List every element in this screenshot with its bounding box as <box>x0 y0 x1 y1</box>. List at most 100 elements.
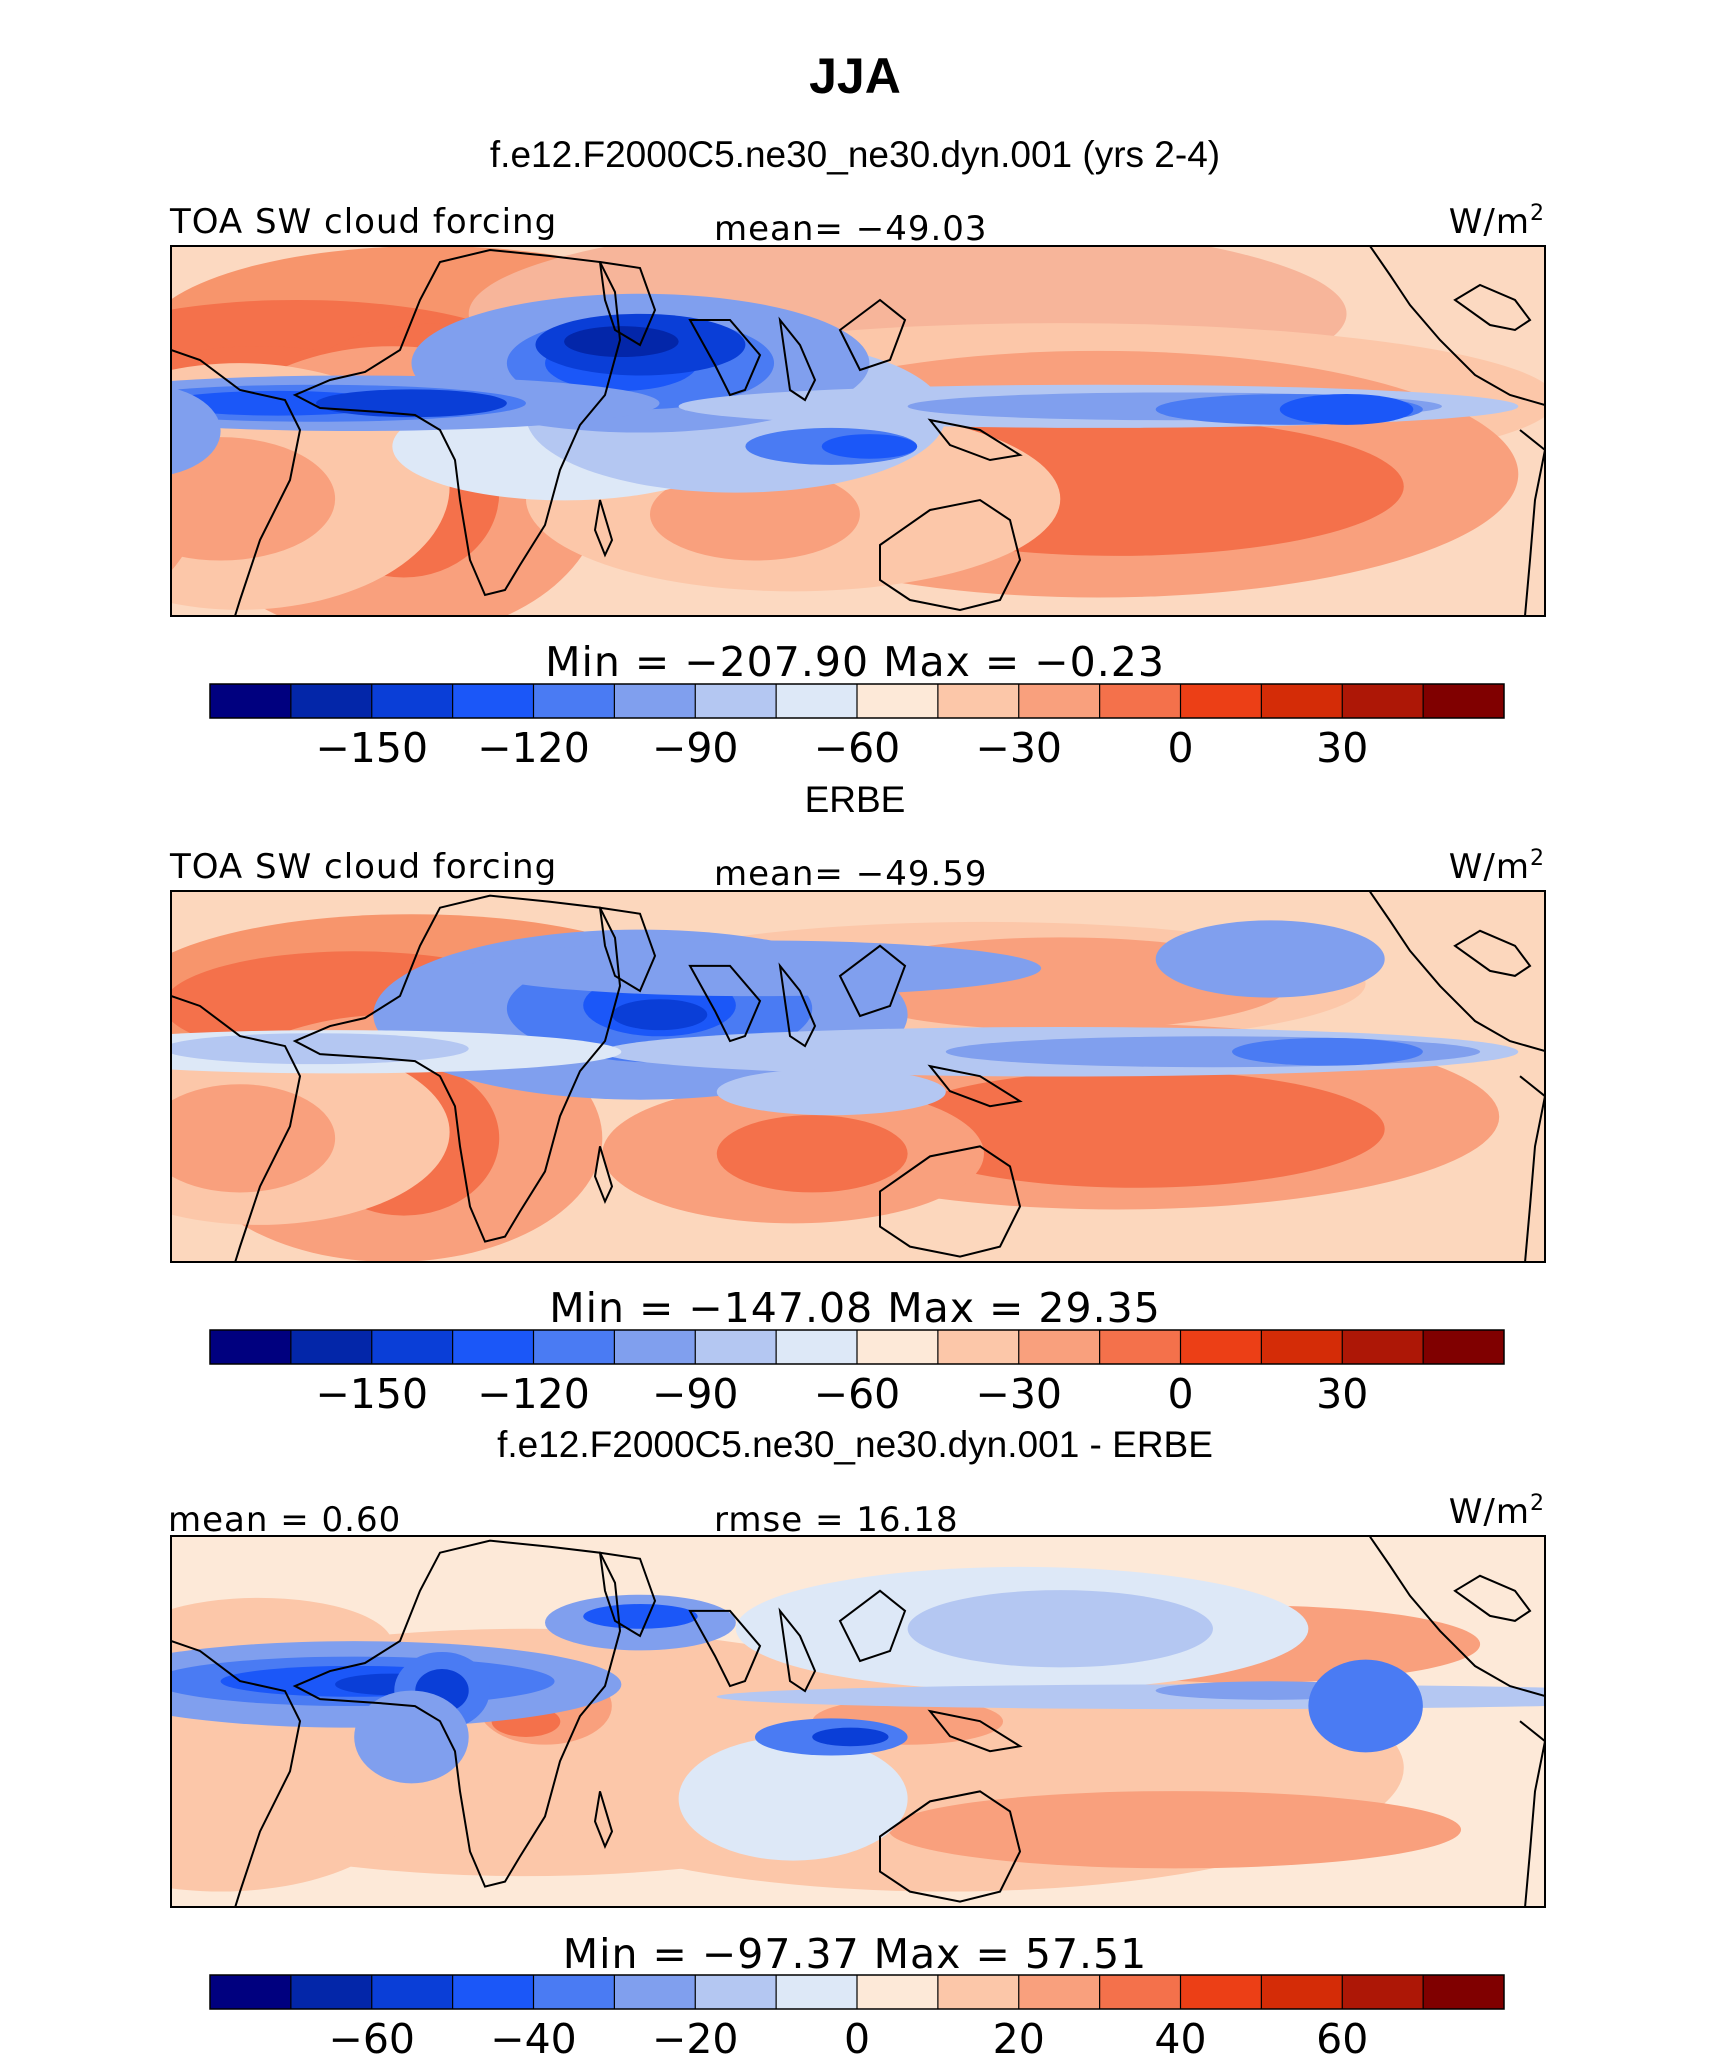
map-frame <box>170 245 1546 617</box>
colorbar-tick-label: −20 <box>652 2015 739 2063</box>
colorbar-swatch <box>290 1330 373 1364</box>
colorbar: −60 −40 −20 0 20 40 60 <box>209 1974 1505 2063</box>
variable-label: TOA SW cloud forcing <box>169 847 557 887</box>
colorbar-tick-label: 0 <box>1167 1370 1193 1418</box>
colorbar-swatch <box>1423 1330 1505 1364</box>
contour-region <box>821 434 918 459</box>
contour-region <box>171 1706 412 1892</box>
panel-erbe: ERBE TOA SW cloud forcing mean= −49.59 W… <box>169 779 1546 1418</box>
colorbar-tick-label: −60 <box>814 724 901 772</box>
panel-heading: ERBE <box>805 779 906 820</box>
colorbar-swatch <box>533 1975 615 2009</box>
colorbar-tick-label: −30 <box>975 724 1062 772</box>
colorbar-tick-label: −90 <box>652 1370 739 1418</box>
coastline <box>778 1607 817 1693</box>
coastlines <box>171 246 1545 616</box>
colorbar-swatch <box>1018 1330 1101 1364</box>
colorbar-swatch <box>857 1330 939 1364</box>
panel-heading: f.e12.F2000C5.ne30_ne30.dyn.001 (yrs 2-4… <box>490 134 1220 175</box>
colorbar-swatch <box>857 1975 939 2009</box>
panel-difference: f.e12.F2000C5.ne30_ne30.dyn.001 - ERBE m… <box>168 1424 1546 2063</box>
colorbar-swatch <box>937 1975 1020 2009</box>
coastline <box>838 298 907 372</box>
contour-region <box>1308 1659 1423 1753</box>
colorbar-swatch <box>533 1330 615 1364</box>
colorbar-tick-label: 20 <box>993 2015 1045 2063</box>
contour-region <box>888 1791 1462 1869</box>
contour-region <box>583 1604 698 1629</box>
colorbar-swatch <box>614 1975 696 2009</box>
colorbar-tick-label: 40 <box>1154 2015 1206 2063</box>
mean-label: mean = 0.60 <box>168 1500 401 1540</box>
min-max-label: Min = −207.90 Max = −0.23 <box>545 638 1165 686</box>
contour-region <box>171 1033 469 1065</box>
coastline <box>1369 891 1545 1053</box>
colorbar-swatch <box>371 1330 454 1364</box>
colorbar-swatch <box>371 684 454 718</box>
coastline <box>1453 283 1532 332</box>
colorbar-tick-label: 60 <box>1316 2015 1368 2063</box>
colorbar-swatch <box>533 684 615 718</box>
coastline <box>778 316 817 402</box>
coastline <box>927 1064 1023 1108</box>
coastline <box>1519 429 1545 616</box>
coastline <box>292 1539 622 1888</box>
map-field <box>171 246 1545 616</box>
colorbar-swatch <box>1180 684 1262 718</box>
panel-model: f.e12.F2000C5.ne30_ne30.dyn.001 (yrs 2-4… <box>169 134 1546 772</box>
contour-region <box>907 1590 1213 1668</box>
colorbar-swatch <box>210 1975 292 2009</box>
colorbar-tick-label: 30 <box>1316 724 1368 772</box>
colorbar-swatch <box>1342 1975 1424 2009</box>
colorbar-swatch <box>1099 684 1181 718</box>
colorbar-swatch <box>452 1330 534 1364</box>
coastline <box>1519 1075 1545 1262</box>
coastline <box>1453 1574 1532 1622</box>
colorbar-swatch <box>210 1330 292 1364</box>
colorbar-swatch <box>1018 1975 1101 2009</box>
colorbar-swatch <box>1018 684 1101 718</box>
contour-region <box>611 999 708 1031</box>
contour-region <box>468 940 1042 997</box>
coastline <box>838 944 907 1018</box>
colorbar-tick-label: −150 <box>315 1370 428 1418</box>
colorbar-swatch <box>695 1975 777 2009</box>
contour-region <box>812 1727 889 1747</box>
coastline <box>688 319 762 397</box>
colorbar-swatch <box>776 1975 858 2009</box>
colorbar: −150 −120 −90 −60 −30 0 30 <box>209 683 1505 772</box>
colorbar-swatch <box>1261 684 1343 718</box>
min-max-label: Min = −97.37 Max = 57.51 <box>563 1930 1148 1978</box>
colorbar-swatch <box>290 684 373 718</box>
coastline <box>838 1589 907 1663</box>
colorbar-swatch <box>1342 684 1424 718</box>
colorbar-swatch <box>1423 1975 1505 2009</box>
colorbar-tick-label: 0 <box>1167 724 1193 772</box>
coastline <box>879 1145 1022 1258</box>
colorbar-swatch <box>210 684 292 718</box>
colorbar-swatch <box>614 684 696 718</box>
coastline <box>879 498 1022 612</box>
colorbar-swatch <box>1261 1975 1343 2009</box>
colorbar-swatch <box>1099 1975 1181 2009</box>
coastline <box>688 964 762 1043</box>
contour-region <box>1155 920 1385 998</box>
colorbar-swatch <box>1099 1330 1181 1364</box>
colorbar-swatch <box>937 1330 1020 1364</box>
coastline <box>171 1639 302 1907</box>
mean-label: mean= −49.03 <box>714 209 988 249</box>
colorbar-swatch <box>857 684 939 718</box>
colorbar-swatch <box>1261 1330 1343 1364</box>
colorbar-tick-label: −150 <box>315 724 428 772</box>
colorbar-tick-label: −60 <box>328 2015 415 2063</box>
contour-region <box>316 389 507 418</box>
min-max-label: Min = −147.08 Max = 29.35 <box>549 1284 1161 1332</box>
variable-label: TOA SW cloud forcing <box>169 202 557 242</box>
colorbar: −150 −120 −90 −60 −30 0 30 <box>209 1329 1505 1418</box>
panel-heading: f.e12.F2000C5.ne30_ne30.dyn.001 - ERBE <box>497 1424 1213 1465</box>
colorbar-tick-label: −120 <box>477 724 590 772</box>
coastline <box>171 349 302 616</box>
coastline <box>688 1609 762 1688</box>
coastline <box>1519 1720 1545 1907</box>
